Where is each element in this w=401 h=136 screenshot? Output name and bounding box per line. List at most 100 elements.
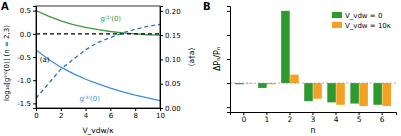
y-axis-title: ΔPₙ/Pₙ [213,47,222,71]
tick-mark [61,108,62,111]
bar [281,11,290,83]
x-axis-title: V_vdw/κ [82,126,114,135]
bar [359,83,368,106]
line [36,50,160,101]
tick-label: 0.10 [165,56,181,64]
line [36,33,160,34]
tick: 0 [34,108,38,120]
tick-mark [227,11,230,12]
axis: -1.5 -1.0 -0.5 0.0 0.5 [17,7,36,109]
y-axis-title: log₁₀[g⁽ⁿ⁾(0)] (n = 2,3) [3,25,11,101]
tick-label: 4 [84,112,89,120]
tick-mark [110,108,111,111]
tick-label: 2 [288,115,293,124]
axis-line [37,109,161,112]
tick-label: -0.5 [17,54,31,62]
tick: 6 [109,108,114,120]
tick: 0 [241,112,246,124]
tick: 8 [133,108,137,120]
legend-label: V_vdw = 10κ [345,22,391,30]
tick-label: 8 [133,112,137,120]
tick [227,59,230,60]
tick-label: 1 [264,115,269,124]
axis: 0246810 [34,108,165,120]
bar [373,83,382,105]
bar [382,83,391,106]
plot-area [36,11,160,101]
legend-item: V_vdw = 0 [332,12,382,20]
annotation: (a) [40,56,50,64]
tick [227,83,230,84]
tick: 2 [288,112,293,124]
tick-mark [86,108,87,111]
tick-label: 0.00 [165,105,181,113]
tick: 1 [264,112,269,124]
tick [227,107,230,108]
tick: 4 [84,108,89,120]
tick: 0.15 [160,32,181,40]
tick-label: 0 [241,115,246,124]
tick [227,35,230,36]
tick-mark [227,35,230,36]
panel-label: B [203,1,211,12]
curve-label: g⁽³⁾(0) [79,95,100,103]
tick: 5 [357,112,362,124]
tick: 0.0 [20,31,36,39]
tick: -1.5 [17,100,36,108]
legend-item: V_vdw = 10κ [332,22,391,30]
tick: 4 [334,112,339,124]
tick: 10 [156,108,165,120]
tick: -0.5 [17,54,36,62]
frame [36,6,160,108]
tick-mark [227,107,230,108]
tick-mark [33,103,36,104]
legend-swatch [332,12,342,18]
zero-line [230,83,396,84]
bar [290,75,299,83]
tick-label: 10 [156,112,165,120]
bar [336,83,345,105]
tick-mark [33,80,36,81]
tick-mark [160,84,163,85]
tick-mark [227,59,230,60]
line [36,11,160,36]
tick-label: 4 [334,115,339,124]
tick: -1.0 [17,77,36,85]
axis-line [227,7,231,113]
tick-mark [160,35,163,36]
x-axis-title: n [310,126,315,135]
tick-label: -1.5 [17,100,31,108]
tick-label: 5 [357,115,362,124]
tick-label: 6 [380,115,385,124]
tick-label: 3 [311,115,316,124]
line [36,24,160,98]
axis-line [161,7,164,109]
legend-label: V_vdw = 0 [345,12,382,20]
tick: 0.10 [160,56,181,64]
tick-label: 0.15 [165,32,181,40]
panel-label: A [1,1,9,12]
y2-axis-title: ⟨a†a⟩ [187,48,196,67]
tick [227,11,230,12]
bar [258,83,267,88]
plot-area [235,11,391,106]
tick-label: 6 [109,112,114,120]
tick: 3 [311,112,316,124]
axis: 0 1 2 3 4 5 6 [231,112,397,124]
tick-label: 0.05 [165,80,181,88]
curve-label: g⁽²⁾(0) [100,15,121,23]
tick: 0.05 [160,80,181,88]
bar [304,83,313,101]
figure: 0246810-1.5-1.0-0.50.00.50.000.050.100.1… [0,0,401,136]
tick-label: 0.0 [20,31,31,39]
bar [313,83,322,99]
tick-mark [160,11,163,12]
tick-label: 0.5 [20,7,31,15]
tick-mark [33,57,36,58]
axis-line [33,7,37,109]
tick: 0.5 [20,7,36,15]
legend-swatch [332,22,342,28]
tick: 0.20 [160,8,181,16]
tick: 0.00 [160,105,181,113]
axis [227,7,231,113]
